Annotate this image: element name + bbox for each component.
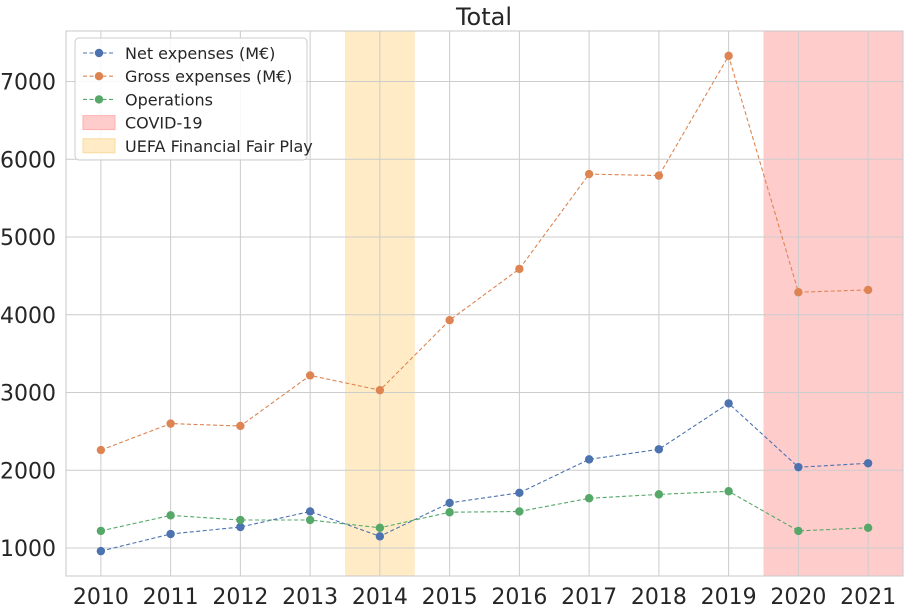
data-point: [584, 494, 594, 503]
series-line: [100, 54, 869, 451]
data-point: [445, 498, 454, 508]
legend-item: UEFA Financial Fair Play: [82, 137, 313, 156]
series-lines: [96, 51, 873, 556]
data-point: [654, 445, 664, 454]
legend-label: Gross expenses (M€): [125, 67, 292, 86]
series-line: [100, 402, 869, 552]
data-point: [794, 462, 803, 472]
legend: Net expenses (M€) Gross expenses (M€) Oper…: [74, 37, 313, 161]
data-point: [863, 459, 873, 468]
x-tick-label: 2010: [73, 585, 129, 610]
data-point: [794, 526, 803, 536]
x-axis-tick-labels: 2010 2011 2012 2013 2014 2015 2016 2017 2018 2019…: [73, 585, 896, 610]
data-point: [654, 171, 664, 180]
data-point: [724, 487, 733, 496]
x-tick-label: 2019: [701, 585, 757, 610]
data-point: [236, 515, 245, 525]
y-axis-tick-labels: 1000 2000 3000 4000 5000 6000 7000: [0, 71, 56, 562]
data-point: [375, 532, 385, 541]
data-point: [794, 288, 803, 297]
data-point: [305, 507, 315, 516]
legend-item: Net expenses (M€): [83, 44, 275, 63]
data-point: [515, 507, 524, 516]
data-point: [96, 526, 106, 536]
data-point: [515, 488, 524, 498]
data-point: [724, 399, 733, 408]
band-covid-19: [763, 31, 903, 576]
data-point: [863, 523, 873, 532]
x-tick-label: 2018: [631, 585, 687, 610]
legend-item: Operations: [83, 90, 213, 109]
legend-label: Net expenses (M€): [125, 44, 275, 63]
legend-key-marker: [94, 95, 104, 104]
x-tick-label: 2013: [282, 585, 338, 610]
legend-key-patch: [82, 138, 116, 154]
y-tick-label: 7000: [0, 71, 56, 96]
data-point: [96, 445, 106, 455]
data-point: [305, 515, 315, 525]
data-point: [724, 51, 733, 61]
data-point: [166, 511, 175, 520]
data-point: [654, 490, 664, 499]
data-point: [445, 508, 454, 517]
x-tick-label: 2014: [352, 585, 408, 610]
legend-label: UEFA Financial Fair Play: [125, 137, 313, 156]
legend-label: COVID-19: [125, 114, 203, 133]
legend-key-marker: [94, 48, 104, 58]
y-tick-label: 1000: [0, 537, 56, 562]
series-line: [100, 490, 869, 532]
data-point: [166, 419, 175, 428]
y-tick-label: 5000: [0, 226, 56, 251]
legend-box: [74, 37, 308, 161]
chart-title: Total: [455, 3, 512, 31]
data-point: [236, 421, 245, 431]
legend-label: Operations: [125, 90, 213, 109]
series-1: [96, 399, 873, 556]
y-tick-label: 3000: [0, 382, 56, 407]
series-3: [96, 487, 873, 536]
data-point: [166, 529, 175, 539]
x-tick-label: 2021: [840, 585, 896, 610]
x-tick-label: 2012: [212, 585, 268, 610]
y-tick-label: 6000: [0, 148, 56, 173]
data-point: [236, 522, 245, 532]
x-tick-label: 2015: [422, 585, 478, 610]
x-tick-label: 2011: [143, 585, 199, 610]
data-point: [584, 455, 594, 464]
highlight-bands: [345, 31, 903, 576]
x-tick-label: 2017: [561, 585, 617, 610]
legend-key-marker: [94, 72, 104, 81]
data-point: [96, 546, 106, 556]
data-point: [375, 523, 385, 532]
series-2: [96, 51, 873, 455]
data-point: [445, 316, 454, 325]
legend-item: Gross expenses (M€): [83, 67, 292, 86]
data-point: [515, 264, 524, 274]
data-point: [305, 371, 315, 380]
plot-area-frame: [65, 30, 904, 577]
data-point: [375, 385, 385, 395]
y-tick-label: 4000: [0, 304, 56, 329]
y-tick-label: 2000: [0, 459, 56, 484]
legend-item: COVID-19: [82, 114, 203, 133]
data-point: [584, 169, 594, 179]
legend-key-patch: [82, 115, 116, 131]
x-tick-label: 2016: [491, 585, 547, 610]
data-point: [863, 285, 873, 295]
x-tick-label: 2020: [770, 585, 826, 610]
